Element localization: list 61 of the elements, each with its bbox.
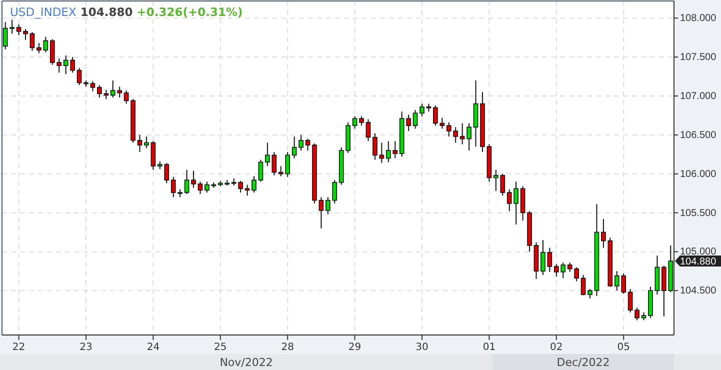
candlestick (124, 90, 129, 104)
x-tick-label: 23 (80, 342, 92, 353)
x-tick-label: 02 (550, 342, 563, 353)
candlestick (547, 247, 552, 272)
candlestick (420, 103, 424, 117)
y-tick-label: 106.500 (680, 130, 717, 141)
y-tick-label: 107.500 (680, 52, 717, 64)
text: Dec/2022 (556, 356, 610, 369)
candlestick (30, 32, 35, 52)
y-tick-label: 105.500 (680, 208, 717, 219)
candlestick (184, 169, 190, 195)
x-tick-label: 29 (348, 342, 362, 353)
x-tick-label: 22 (12, 342, 26, 353)
candlestick (460, 122, 465, 145)
candlestick (16, 24, 22, 36)
candlestick (634, 307, 640, 321)
candlestick (654, 255, 660, 296)
candlestick (318, 196, 324, 229)
x-tick-label: 25 (214, 342, 227, 353)
candlestick (150, 140, 156, 170)
chart-subtitle: 104.880 +0.326(+0.31%) (80, 5, 243, 19)
candlestick (90, 80, 96, 92)
candlestick (76, 67, 82, 86)
candlestick (372, 132, 378, 160)
x-tick-label: 24 (146, 342, 160, 353)
x-tick-label: 30 (416, 342, 428, 353)
x-tick-label: 01 (482, 342, 496, 353)
candlestick (580, 274, 586, 296)
candlestick (466, 122, 472, 151)
y-tick-label: 107.000 (680, 90, 717, 102)
candlestick (204, 181, 210, 194)
candlestick (412, 110, 418, 130)
candlestick (292, 136, 297, 159)
candlestick (352, 116, 358, 130)
candlestick (298, 134, 304, 151)
candlestick (473, 80, 478, 148)
candlestick (540, 240, 546, 276)
x-tick-label: 28 (281, 342, 294, 353)
candlestick (366, 118, 371, 142)
candlestick (198, 181, 203, 195)
candlestick (191, 170, 196, 188)
candlestick (305, 138, 310, 151)
candlestick (43, 36, 48, 53)
y-tick-label: 106.000 (680, 168, 717, 180)
y-tick-label: 108.000 (680, 13, 717, 24)
candlestick (23, 28, 28, 40)
y-tick-label: 104.500 (680, 286, 717, 297)
text: 104.880 (680, 256, 717, 268)
candlestick (588, 288, 592, 299)
candlestick (244, 184, 250, 196)
candlestick (359, 116, 364, 126)
y-tick-label: 105.000 (680, 246, 717, 258)
x-tick-label: 05 (617, 342, 630, 353)
candlestick (137, 134, 142, 153)
candlestick (252, 176, 256, 194)
text: Nov/2022 (220, 356, 273, 369)
candlestick (144, 136, 149, 149)
candlestick (258, 159, 264, 182)
chart-title: USD_INDEX (10, 5, 76, 19)
candlestick (628, 288, 633, 313)
candlestick (36, 42, 42, 54)
